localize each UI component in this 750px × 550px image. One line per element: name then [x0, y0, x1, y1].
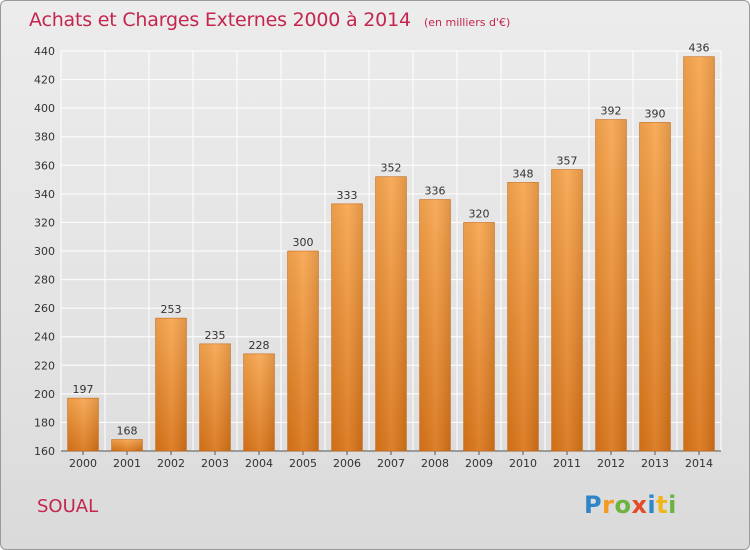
- x-tick-label: 2006: [333, 457, 361, 470]
- data-label: 197: [73, 383, 94, 396]
- bar-shade: [419, 199, 451, 451]
- bar-shade: [199, 343, 231, 451]
- bar-shade: [463, 222, 495, 451]
- bar-shade: [155, 318, 187, 451]
- y-tick-label: 180: [34, 416, 55, 429]
- bar-shade: [639, 122, 671, 451]
- x-tick-label: 2014: [685, 457, 713, 470]
- x-tick-label: 2007: [377, 457, 405, 470]
- data-label: 336: [425, 185, 446, 198]
- bars: [67, 56, 715, 452]
- bar-shade: [683, 56, 715, 451]
- data-label: 436: [689, 42, 710, 55]
- bar-shade: [551, 169, 583, 452]
- data-label: 348: [513, 167, 534, 180]
- x-tick-label: 2005: [289, 457, 317, 470]
- y-tick-label: 400: [34, 102, 55, 115]
- data-label: 168: [117, 425, 138, 438]
- chart-unit: (en milliers d'€): [423, 16, 511, 29]
- data-label: 333: [337, 189, 358, 202]
- x-tick-label: 2013: [641, 457, 669, 470]
- bar-shade: [595, 119, 627, 452]
- x-tick-label: 2003: [201, 457, 229, 470]
- x-tick-label: 2009: [465, 457, 493, 470]
- data-label: 392: [601, 105, 622, 118]
- chart-title: Achats et Charges Externes 2000 à 2014: [29, 9, 411, 31]
- x-tick-label: 2002: [157, 457, 185, 470]
- y-tick-label: 160: [34, 445, 55, 458]
- y-tick-label: 380: [34, 131, 55, 144]
- x-tick-label: 2012: [597, 457, 625, 470]
- x-tick-label: 2011: [553, 457, 581, 470]
- data-label: 357: [557, 155, 578, 168]
- bar-shade: [243, 353, 275, 451]
- x-tick-label: 2000: [69, 457, 97, 470]
- y-tick-label: 420: [34, 74, 55, 87]
- data-label: 228: [249, 339, 270, 352]
- x-tick-label: 2004: [245, 457, 273, 470]
- y-tick-label: 260: [34, 302, 55, 315]
- bar-shade: [111, 439, 143, 451]
- y-tick-label: 280: [34, 274, 55, 287]
- data-label: 300: [293, 236, 314, 249]
- data-label: 320: [469, 207, 490, 220]
- data-label: 352: [381, 162, 402, 175]
- y-tick-label: 300: [34, 245, 55, 258]
- data-label: 390: [645, 107, 666, 120]
- y-tick-label: 240: [34, 331, 55, 344]
- bar-shade: [375, 176, 407, 451]
- proxiti-logo: Proxiti: [584, 491, 677, 519]
- data-label: 235: [205, 329, 226, 342]
- data-label: 253: [161, 303, 182, 316]
- bar-shade: [507, 182, 539, 451]
- commune-name: SOUAL: [37, 496, 99, 517]
- bar-shade: [67, 398, 99, 451]
- x-tick-label: 2001: [113, 457, 141, 470]
- x-tick-label: 2008: [421, 457, 449, 470]
- x-tick-label: 2010: [509, 457, 537, 470]
- bar-shade: [287, 251, 319, 451]
- data-labels: 197 168 253 235 228 300 333 352 336 320 348 357 392 3…: [73, 42, 710, 438]
- bar-shade: [331, 203, 363, 451]
- y-tick-label: 220: [34, 359, 55, 372]
- y-tick-label: 320: [34, 216, 55, 229]
- y-tick-label: 200: [34, 388, 55, 401]
- y-tick-label: 340: [34, 188, 55, 201]
- y-tick-label: 440: [34, 45, 55, 58]
- chart-title-block: Achats et Charges Externes 2000 à 2014 (…: [29, 9, 510, 31]
- y-tick-label: 360: [34, 159, 55, 172]
